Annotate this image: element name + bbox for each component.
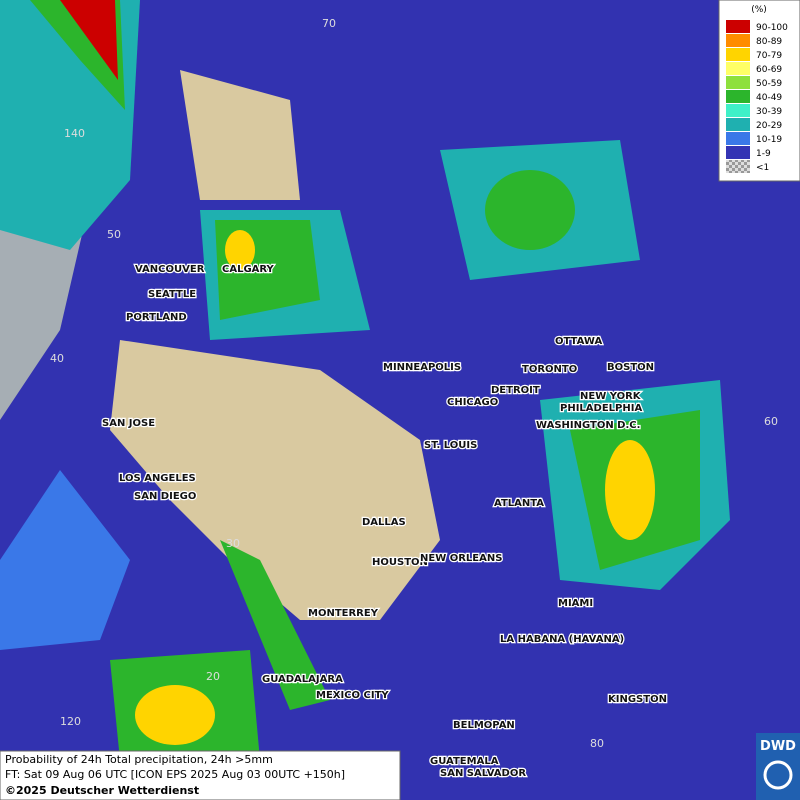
city-label: ATLANTA xyxy=(494,498,544,509)
city-label: GUATEMALA xyxy=(430,756,499,767)
city-label: SEATTLE xyxy=(148,289,196,300)
grid-label: 40 xyxy=(50,352,64,365)
labels: VANCOUVER CALGARY SEATTLE PORTLAND MINNEAPOL… xyxy=(50,17,778,780)
city-label: KINGSTON xyxy=(608,694,667,705)
city-label: SAN DIEGO xyxy=(134,491,196,502)
city-label: MONTERREY xyxy=(308,608,379,619)
precip xyxy=(485,170,575,250)
grid-label: 20 xyxy=(206,670,220,683)
precip xyxy=(0,470,130,650)
city-label: HOUSTON xyxy=(372,557,428,568)
legend-swatch xyxy=(726,160,750,173)
ocean xyxy=(0,200,90,420)
city-label: SAN JOSE xyxy=(102,418,155,429)
legend-label: 40-49 xyxy=(756,93,782,103)
city-label: VANCOUVER xyxy=(135,264,205,275)
grid-label: 50 xyxy=(107,228,121,241)
land xyxy=(110,340,440,620)
city-label: DALLAS xyxy=(362,517,406,528)
grid-label: 60 xyxy=(764,415,778,428)
city-label: CHICAGO xyxy=(447,397,498,408)
grid-label: 30 xyxy=(226,537,240,550)
city-label: PORTLAND xyxy=(126,312,187,323)
info-line: Probability of 24h Total precipitation, … xyxy=(5,753,273,766)
city-label: TORONTO xyxy=(522,364,577,375)
legend: (%) 90-100 80-89 70-79 60-69 50-59 40-49 30-39… xyxy=(718,0,800,182)
city-label: WASHINGTON D.C. xyxy=(536,420,640,431)
city-label: ST. LOUIS xyxy=(424,440,477,451)
grid-label: 120 xyxy=(60,715,81,728)
legend-unit: (%) xyxy=(751,5,767,15)
legend-label: 20-29 xyxy=(756,121,782,131)
legend-label: 80-89 xyxy=(756,37,782,47)
city-label: MIAMI xyxy=(558,598,593,609)
legend-label: <1 xyxy=(756,163,769,173)
city-label: OTTAWA xyxy=(555,336,602,347)
legend-swatch xyxy=(726,62,750,75)
city-label: BOSTON xyxy=(607,362,654,373)
legend-swatch xyxy=(726,48,750,61)
city-label: LA HABANA (HAVANA) xyxy=(500,634,624,645)
grid-label: 80 xyxy=(590,737,604,750)
city-label: LOS ANGELES xyxy=(119,473,196,484)
legend-swatch xyxy=(726,146,750,159)
city-label: PHILADELPHIA xyxy=(560,403,642,414)
legend-label: 30-39 xyxy=(756,107,782,117)
legend-label: 70-79 xyxy=(756,51,782,61)
logo-text: DWD xyxy=(760,739,796,754)
legend-items: 90-100 80-89 70-79 60-69 50-59 40-49 30-39 20-2… xyxy=(726,20,788,173)
precip xyxy=(135,685,215,745)
legend-label: 60-69 xyxy=(756,65,782,75)
city-label: CALGARY xyxy=(222,264,275,275)
legend-swatch xyxy=(726,118,750,131)
precip xyxy=(220,540,330,710)
legend-label: 90-100 xyxy=(756,23,788,33)
logo-icon xyxy=(763,760,793,790)
legend-swatch xyxy=(726,90,750,103)
info: Probability of 24h Total precipitation, … xyxy=(0,750,401,800)
city-label: BELMOPAN xyxy=(453,720,515,731)
precip xyxy=(225,230,255,270)
info-box xyxy=(0,750,401,800)
logo: DWD xyxy=(756,733,800,800)
land xyxy=(180,70,300,200)
precip xyxy=(60,0,118,80)
city-label: MINNEAPOLIS xyxy=(383,362,461,373)
legend-swatch xyxy=(726,132,750,145)
legend-swatch xyxy=(726,76,750,89)
info-line: ©2025 Deutscher Wetterdienst xyxy=(5,784,199,797)
grid-label: 70 xyxy=(322,17,336,30)
legend-label: 10-19 xyxy=(756,135,782,145)
legend-swatch xyxy=(726,104,750,117)
city-label: GUADALAJARA xyxy=(262,674,343,685)
city-label: MEXICO CITY xyxy=(316,690,389,701)
legend-swatch xyxy=(726,20,750,33)
legend-swatch xyxy=(726,34,750,47)
city-label: NEW ORLEANS xyxy=(420,553,502,564)
legend-label: 50-59 xyxy=(756,79,782,89)
info-line: FT: Sat 09 Aug 06 UTC [ICON EPS 2025 Aug… xyxy=(5,768,345,781)
city-label: DETROIT xyxy=(491,385,540,396)
city-label: NEW YORK xyxy=(580,391,642,402)
city-label: SAN SALVADOR xyxy=(440,768,526,779)
legend-label: 1-9 xyxy=(756,149,771,159)
precip xyxy=(605,440,655,540)
grid-label: 140 xyxy=(64,127,85,140)
